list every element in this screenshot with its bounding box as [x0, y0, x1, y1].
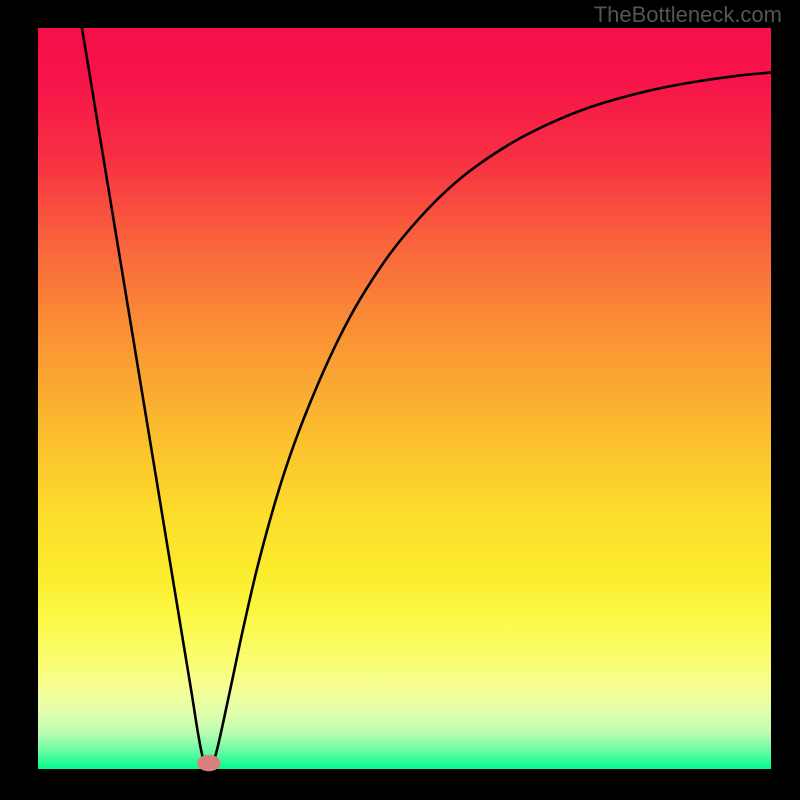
bottleneck-curve-chart: TheBottleneck.com	[0, 0, 800, 800]
chart-background-gradient	[38, 28, 771, 769]
optimal-point-marker	[197, 755, 220, 771]
chart-svg	[0, 0, 800, 800]
